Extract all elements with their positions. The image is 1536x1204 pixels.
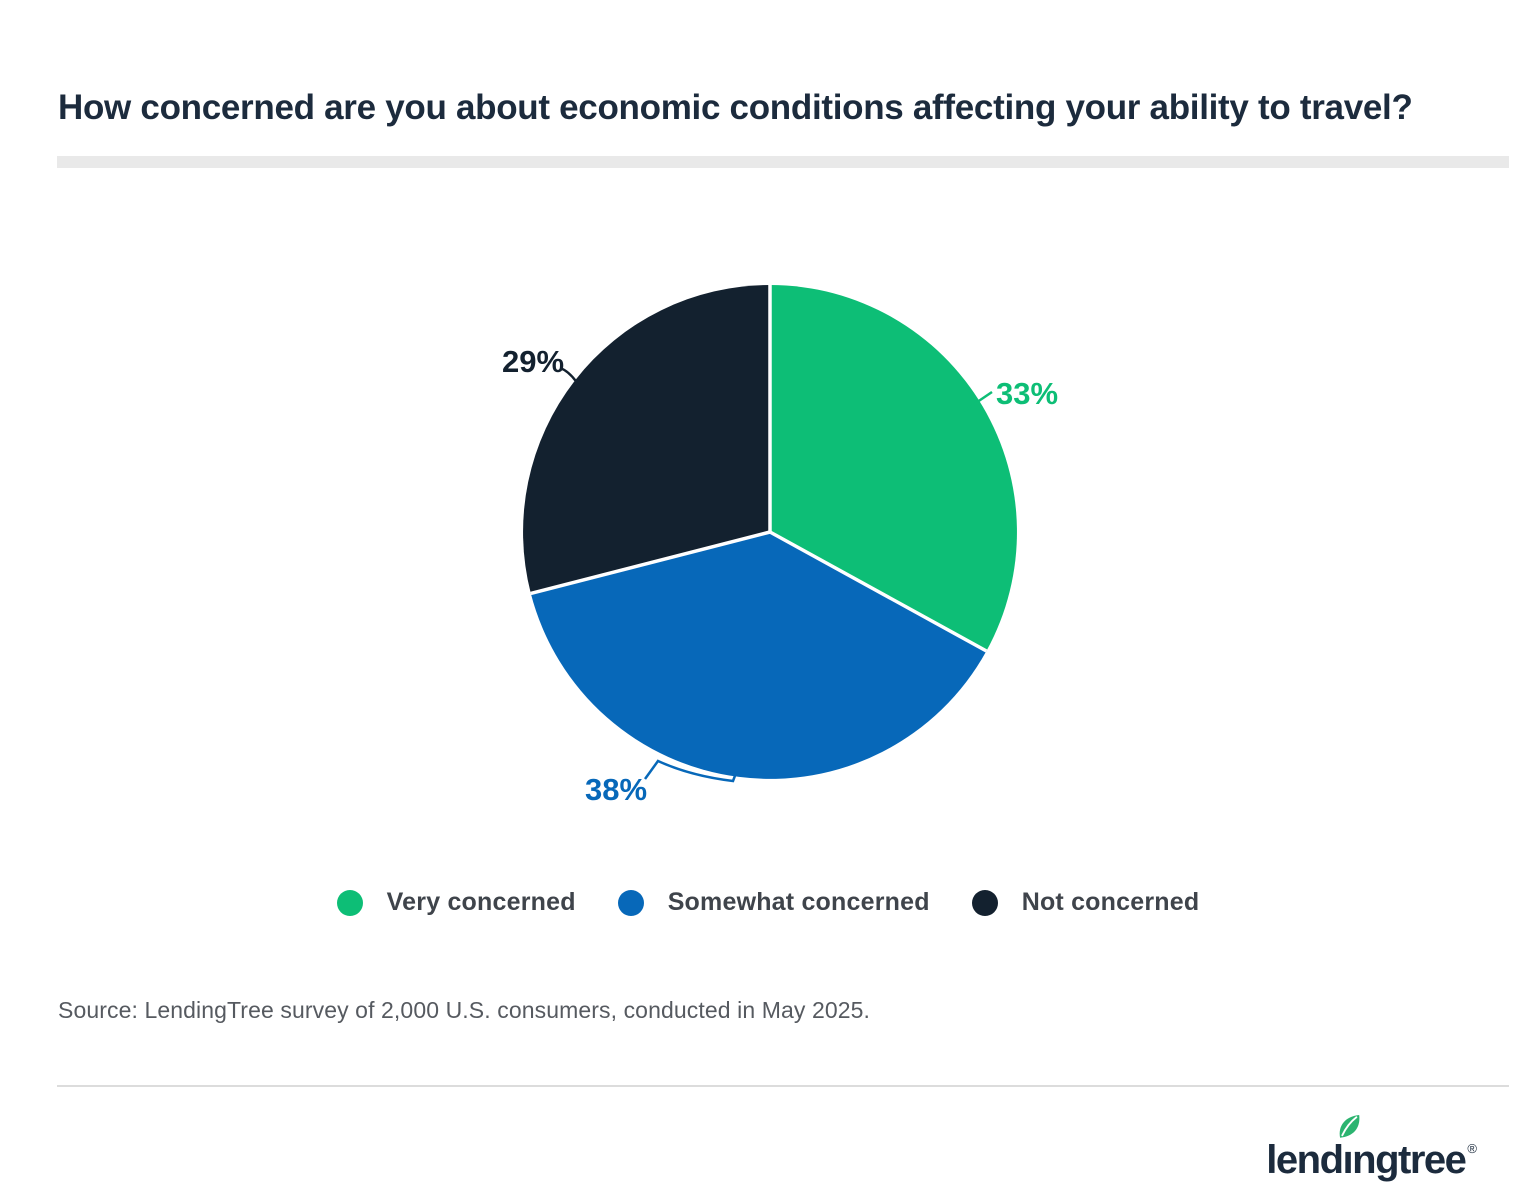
legend: Very concerned Somewhat concerned Not co… xyxy=(0,888,1536,917)
pie-slice-somewhat-concerned xyxy=(530,532,987,779)
legend-dot-not-concerned-icon xyxy=(971,889,998,916)
pie-slices xyxy=(523,285,1017,779)
leader-lines xyxy=(559,366,993,783)
legend-label-not-concerned: Not concerned xyxy=(1021,888,1200,916)
leader-line-not-concerned xyxy=(559,366,580,385)
slice-separator-left xyxy=(530,530,771,596)
slice-separators xyxy=(530,285,988,653)
logo-leaf-icon xyxy=(1339,1115,1359,1138)
footer-divider xyxy=(57,1085,1509,1087)
pie-slice-not-concerned xyxy=(523,285,770,594)
logo-text-prefix: lend xyxy=(1266,1138,1344,1182)
leader-line-very-concerned xyxy=(963,390,993,413)
slice-label-not-concerned: 29% xyxy=(502,344,564,379)
source-note: Source: LendingTree survey of 2,000 U.S.… xyxy=(58,997,870,1023)
title-underline xyxy=(57,156,1509,168)
chart-title: How concerned are you about economic con… xyxy=(58,88,1413,127)
slice-label-somewhat-concerned: 38% xyxy=(585,772,647,807)
logo-text-suffix: ngtree xyxy=(1352,1138,1467,1182)
legend-item-not-concerned: Not concerned xyxy=(971,888,1200,917)
legend-item-somewhat-concerned: Somewhat concerned xyxy=(617,888,930,917)
registered-mark: ® xyxy=(1467,1141,1477,1156)
logo-letter-i: ı xyxy=(1339,1115,1359,1183)
lendingtree-logo: lend ıngtree ® xyxy=(1266,1115,1477,1183)
slice-label-very-concerned: 33% xyxy=(996,376,1058,411)
legend-item-very-concerned: Very concerned xyxy=(336,888,576,917)
legend-label-very-concerned: Very concerned xyxy=(386,888,576,916)
logo-i-glyph: ı xyxy=(1342,1138,1354,1182)
legend-label-somewhat-concerned: Somewhat concerned xyxy=(667,888,930,916)
legend-dot-somewhat-concerned-icon xyxy=(617,889,644,916)
pie-chart: 33% 38% 29% xyxy=(502,285,1058,807)
legend-dot-very-concerned-icon xyxy=(336,889,363,916)
slice-separator-right xyxy=(769,530,988,653)
pie-slice-very-concerned xyxy=(770,285,1017,651)
leader-line-somewhat-concerned xyxy=(643,759,738,783)
